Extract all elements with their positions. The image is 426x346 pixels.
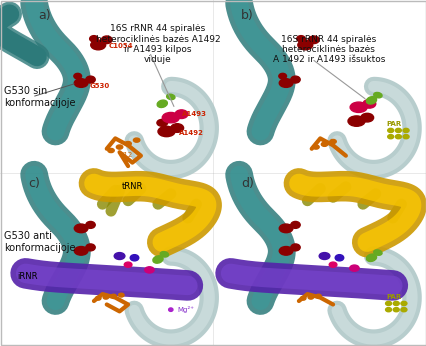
- Ellipse shape: [118, 293, 124, 297]
- Ellipse shape: [86, 244, 95, 251]
- Ellipse shape: [387, 128, 393, 133]
- Ellipse shape: [290, 76, 299, 83]
- Ellipse shape: [300, 296, 305, 300]
- Ellipse shape: [319, 253, 329, 260]
- Ellipse shape: [387, 135, 393, 139]
- Text: A1492: A1492: [179, 130, 204, 136]
- Text: PAR: PAR: [386, 294, 401, 300]
- Ellipse shape: [402, 135, 408, 139]
- Ellipse shape: [162, 112, 179, 123]
- Ellipse shape: [385, 301, 391, 306]
- Ellipse shape: [116, 145, 123, 149]
- Ellipse shape: [394, 128, 400, 133]
- Ellipse shape: [108, 148, 114, 153]
- Text: A1493: A1493: [181, 111, 206, 117]
- Text: iRNR: iRNR: [17, 272, 37, 281]
- Ellipse shape: [362, 100, 375, 108]
- Ellipse shape: [91, 40, 106, 50]
- Ellipse shape: [130, 255, 138, 261]
- Ellipse shape: [366, 254, 376, 262]
- Ellipse shape: [402, 128, 408, 133]
- Ellipse shape: [103, 295, 108, 299]
- Ellipse shape: [144, 267, 154, 273]
- Ellipse shape: [349, 265, 358, 271]
- Ellipse shape: [312, 145, 319, 149]
- Text: PAR: PAR: [386, 121, 401, 127]
- Ellipse shape: [329, 139, 336, 144]
- Ellipse shape: [349, 102, 366, 112]
- Ellipse shape: [86, 76, 95, 83]
- Ellipse shape: [168, 308, 173, 311]
- Ellipse shape: [334, 255, 343, 261]
- Text: b): b): [241, 9, 253, 22]
- Ellipse shape: [74, 73, 81, 79]
- Ellipse shape: [101, 36, 112, 44]
- Ellipse shape: [392, 308, 398, 312]
- Text: G530 anti
konformacijoje: G530 anti konformacijoje: [4, 231, 75, 253]
- Text: Mg²⁺: Mg²⁺: [177, 306, 194, 313]
- Text: tRNR: tRNR: [121, 182, 143, 191]
- Ellipse shape: [114, 253, 125, 260]
- Ellipse shape: [290, 244, 299, 251]
- Ellipse shape: [160, 252, 168, 257]
- Ellipse shape: [278, 73, 286, 79]
- Ellipse shape: [124, 262, 132, 267]
- Ellipse shape: [400, 301, 406, 306]
- Ellipse shape: [315, 294, 321, 298]
- Ellipse shape: [347, 116, 364, 126]
- Ellipse shape: [86, 221, 95, 228]
- Ellipse shape: [157, 119, 167, 126]
- Text: c): c): [28, 177, 40, 191]
- Ellipse shape: [373, 92, 381, 98]
- Ellipse shape: [74, 224, 88, 233]
- Text: S12: S12: [119, 153, 132, 158]
- Ellipse shape: [166, 94, 175, 100]
- Ellipse shape: [296, 36, 305, 42]
- Ellipse shape: [279, 79, 292, 88]
- Ellipse shape: [321, 142, 327, 146]
- Text: a): a): [38, 9, 51, 22]
- Ellipse shape: [307, 295, 313, 299]
- Text: 16S rRNR 44 spiralės
heterociklinės bazės
A 1492 ir A1493 išsuktos: 16S rRNR 44 spiralės heterociklinės bazė…: [272, 35, 384, 64]
- Ellipse shape: [74, 79, 88, 88]
- Text: d): d): [241, 177, 253, 191]
- Ellipse shape: [290, 221, 299, 228]
- Ellipse shape: [74, 246, 88, 255]
- Ellipse shape: [133, 138, 140, 142]
- Ellipse shape: [279, 224, 292, 233]
- Ellipse shape: [170, 124, 183, 133]
- Ellipse shape: [392, 301, 398, 306]
- Ellipse shape: [158, 126, 175, 137]
- Ellipse shape: [385, 308, 391, 312]
- Ellipse shape: [360, 113, 373, 122]
- Ellipse shape: [308, 36, 319, 44]
- Ellipse shape: [153, 256, 163, 263]
- Text: G530: G530: [89, 83, 109, 89]
- Ellipse shape: [111, 294, 116, 298]
- Ellipse shape: [366, 97, 376, 104]
- Ellipse shape: [124, 142, 131, 146]
- Ellipse shape: [400, 308, 406, 312]
- Ellipse shape: [328, 262, 336, 267]
- Ellipse shape: [297, 40, 312, 50]
- Text: 16S rRNR 44 spiralės
heterociklinės bazės A1492
ir A1493 kilpos
viduje: 16S rRNR 44 spiralės heterociklinės bazė…: [95, 24, 220, 64]
- Ellipse shape: [175, 110, 187, 118]
- Ellipse shape: [394, 135, 400, 139]
- Ellipse shape: [95, 296, 101, 300]
- Ellipse shape: [373, 250, 381, 255]
- Ellipse shape: [279, 246, 292, 255]
- Text: C1054: C1054: [109, 44, 133, 49]
- Text: G530 sin
konformacijoje: G530 sin konformacijoje: [4, 86, 75, 108]
- Ellipse shape: [157, 100, 167, 108]
- Ellipse shape: [89, 36, 98, 42]
